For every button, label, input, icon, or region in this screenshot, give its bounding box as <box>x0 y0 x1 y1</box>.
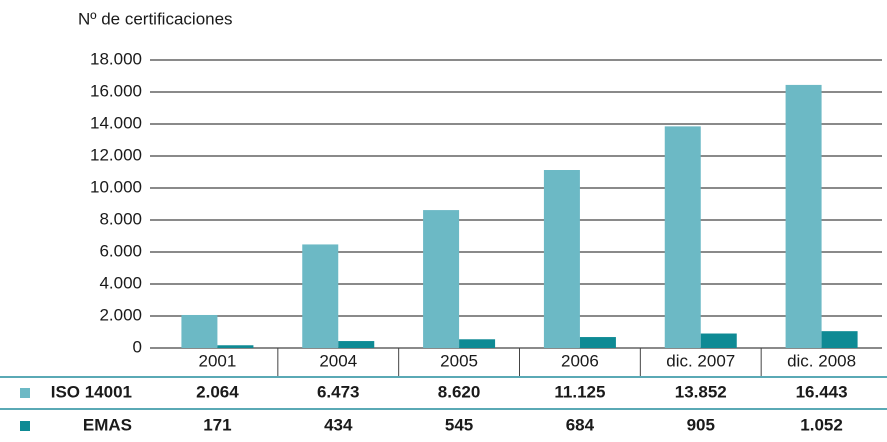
y-tick-label: 0 <box>133 337 142 356</box>
bar <box>459 339 496 348</box>
y-tick-label: 2.000 <box>99 305 142 324</box>
legend-swatch <box>20 388 30 398</box>
table-value: 16.443 <box>796 382 848 401</box>
x-tick-label: 2005 <box>440 351 478 370</box>
legend-swatch <box>20 421 30 431</box>
y-tick-label: 6.000 <box>99 241 142 260</box>
y-tick-label: 14.000 <box>90 113 142 132</box>
bar <box>338 341 375 348</box>
legend-label: EMAS <box>83 415 132 434</box>
bar <box>579 337 616 348</box>
table-value: 434 <box>324 415 353 434</box>
bar <box>821 331 858 348</box>
table-value: 6.473 <box>317 382 360 401</box>
y-tick-label: 8.000 <box>99 209 142 228</box>
table-value: 171 <box>203 415 231 434</box>
bar <box>181 314 218 348</box>
x-tick-label: 2001 <box>199 351 237 370</box>
table-value: 2.064 <box>196 382 239 401</box>
y-tick-label: 16.000 <box>90 81 142 100</box>
y-tick-label: 12.000 <box>90 145 142 164</box>
y-tick-label: 4.000 <box>99 273 142 292</box>
y-tick-label: 18.000 <box>90 49 142 68</box>
x-tick-label: 2004 <box>319 351 357 370</box>
bar <box>217 345 254 348</box>
bar <box>543 170 580 348</box>
x-tick-label: dic. 2008 <box>787 351 856 370</box>
bar <box>423 210 460 348</box>
bar <box>664 126 701 348</box>
x-tick-label: dic. 2007 <box>666 351 735 370</box>
table-value: 11.125 <box>554 382 605 401</box>
table-value: 13.852 <box>675 382 727 401</box>
y-axis-label: Nº de certificaciones <box>78 9 233 28</box>
table-value: 684 <box>566 415 595 434</box>
legend-label: ISO 14001 <box>51 382 132 401</box>
bar <box>700 333 737 348</box>
table-value: 545 <box>445 415 473 434</box>
bar <box>785 84 822 349</box>
table-value: 8.620 <box>438 382 481 401</box>
x-tick-label: 2006 <box>561 351 599 370</box>
y-tick-label: 10.000 <box>90 177 142 196</box>
table-value: 1.052 <box>800 415 843 434</box>
table-value: 905 <box>687 415 715 434</box>
bar <box>302 244 339 348</box>
